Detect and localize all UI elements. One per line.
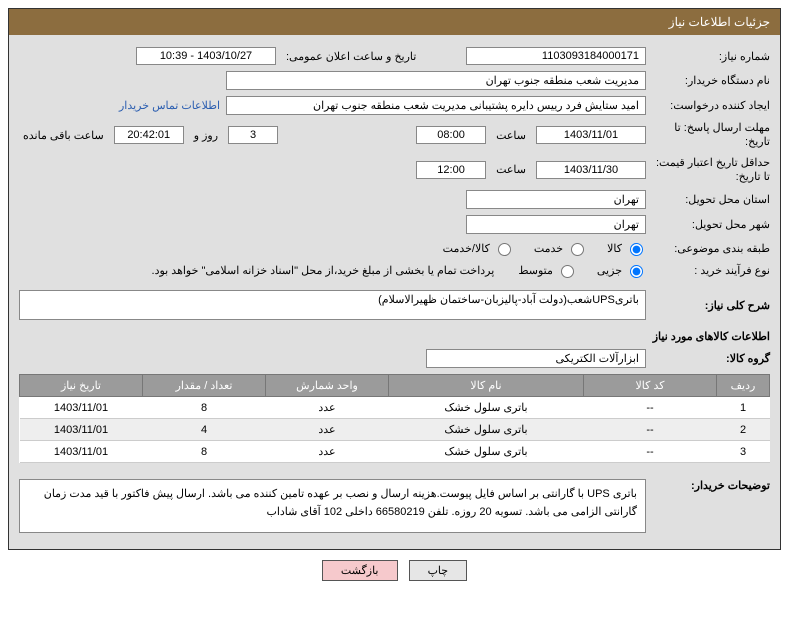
panel-title: جزئیات اطلاعات نیاز <box>9 9 780 35</box>
col-header: واحد شمارش <box>266 375 389 397</box>
field-need-no: 1103093184000171 <box>466 47 646 65</box>
radio-medium-input[interactable] <box>561 265 574 278</box>
label-days-and: روز و <box>190 129 222 142</box>
field-remaining-days: 3 <box>228 126 278 144</box>
table-row: 2--باتری سلول خشکعدد41403/11/01 <box>20 419 770 441</box>
label-buyer-notes: توضیحات خریدار: <box>652 473 770 492</box>
label-items-info: اطلاعات کالاهای مورد نیاز <box>19 330 770 343</box>
table-cell: 1 <box>717 397 770 419</box>
field-buyer-org: مدیریت شعب منطقه جنوب تهران <box>226 71 646 90</box>
field-need-summary: باتریUPSشعب(دولت آباد-پالیزبان-ساختمان ظ… <box>19 290 646 320</box>
col-header: کد کالا <box>584 375 717 397</box>
field-buyer-notes: باتری UPS با گارانتی بر اساس فایل پیوست.… <box>19 479 646 533</box>
radio-service[interactable]: خدمت <box>534 240 587 256</box>
label-reply-deadline: مهلت ارسال پاسخ: تا تاریخ: <box>652 121 770 150</box>
col-header: ردیف <box>717 375 770 397</box>
details-panel: جزئیات اطلاعات نیاز شماره نیاز: 11030931… <box>8 8 781 550</box>
label-hour-1: ساعت <box>492 129 530 142</box>
radio-service-input[interactable] <box>571 243 584 256</box>
radio-goods-service-input[interactable] <box>498 243 511 256</box>
label-subject-class: طبقه بندی موضوعی: <box>652 242 770 255</box>
button-row: چاپ بازگشت <box>8 560 781 581</box>
table-cell: 4 <box>143 419 266 441</box>
label-hour-2: ساعت <box>492 163 530 176</box>
radio-goods[interactable]: کالا <box>607 240 646 256</box>
table-cell: 3 <box>717 441 770 463</box>
radio-minor-input[interactable] <box>630 265 643 278</box>
label-remaining: ساعت باقی مانده <box>19 129 108 142</box>
col-header: تعداد / مقدار <box>143 375 266 397</box>
table-cell: عدد <box>266 441 389 463</box>
radio-goods-input[interactable] <box>630 243 643 256</box>
radio-goods-service[interactable]: کالا/خدمت <box>443 240 514 256</box>
back-button[interactable]: بازگشت <box>322 560 398 581</box>
field-delivery-prov: تهران <box>466 190 646 209</box>
label-delivery-city: شهر محل تحویل: <box>652 218 770 231</box>
field-goods-group: ابزارآلات الکتریکی <box>426 349 646 368</box>
table-cell: عدد <box>266 419 389 441</box>
label-need-no: شماره نیاز: <box>652 50 770 63</box>
field-reply-time: 08:00 <box>416 126 486 144</box>
label-purchase-type: نوع فرآیند خرید : <box>652 264 770 277</box>
label-announce-dt: تاریخ و ساعت اعلان عمومی: <box>282 50 460 63</box>
purchase-radio-group: جزیی متوسط <box>504 262 646 278</box>
label-price-validity: حداقل تاریخ اعتبار قیمت: تا تاریخ: <box>652 156 770 185</box>
field-price-valid-date: 1403/11/30 <box>536 161 646 179</box>
table-cell: باتری سلول خشک <box>389 441 584 463</box>
label-goods-group: گروه کالا: <box>652 352 770 365</box>
table-cell: -- <box>584 397 717 419</box>
label-buyer-org: نام دستگاه خریدار: <box>652 74 770 87</box>
label-need-summary: شرح کلی نیاز: <box>652 299 770 312</box>
radio-medium[interactable]: متوسط <box>518 262 577 278</box>
payment-note: پرداخت تمام یا بخشی از مبلغ خرید،از محل … <box>19 264 498 277</box>
table-cell: باتری سلول خشک <box>389 419 584 441</box>
radio-minor[interactable]: جزیی <box>597 262 646 278</box>
subject-radio-group: کالا خدمت کالا/خدمت <box>429 240 646 256</box>
col-header: تاریخ نیاز <box>20 375 143 397</box>
table-cell: 8 <box>143 441 266 463</box>
field-price-valid-time: 12:00 <box>416 161 486 179</box>
table-row: 1--باتری سلول خشکعدد81403/11/01 <box>20 397 770 419</box>
table-cell: 1403/11/01 <box>20 397 143 419</box>
table-row: 3--باتری سلول خشکعدد81403/11/01 <box>20 441 770 463</box>
table-cell: 2 <box>717 419 770 441</box>
field-remaining-time: 20:42:01 <box>114 126 184 144</box>
table-cell: باتری سلول خشک <box>389 397 584 419</box>
print-button[interactable]: چاپ <box>409 560 468 581</box>
label-requester: ایجاد کننده درخواست: <box>652 99 770 112</box>
table-cell: -- <box>584 441 717 463</box>
field-requester: امید ستایش فرد رییس دایره پشتیبانی مدیری… <box>226 96 646 115</box>
items-table: ردیفکد کالانام کالاواحد شمارشتعداد / مقد… <box>19 374 770 463</box>
buyer-contact-link[interactable]: اطلاعات تماس خریدار <box>119 99 220 112</box>
field-delivery-city: تهران <box>466 215 646 234</box>
panel-body: شماره نیاز: 1103093184000171 تاریخ و ساع… <box>9 35 780 549</box>
col-header: نام کالا <box>389 375 584 397</box>
table-cell: 1403/11/01 <box>20 441 143 463</box>
table-cell: -- <box>584 419 717 441</box>
table-cell: عدد <box>266 397 389 419</box>
label-delivery-prov: استان محل تحویل: <box>652 193 770 206</box>
table-cell: 8 <box>143 397 266 419</box>
table-cell: 1403/11/01 <box>20 419 143 441</box>
field-announce-dt: 1403/10/27 - 10:39 <box>136 47 276 65</box>
field-reply-date: 1403/11/01 <box>536 126 646 144</box>
